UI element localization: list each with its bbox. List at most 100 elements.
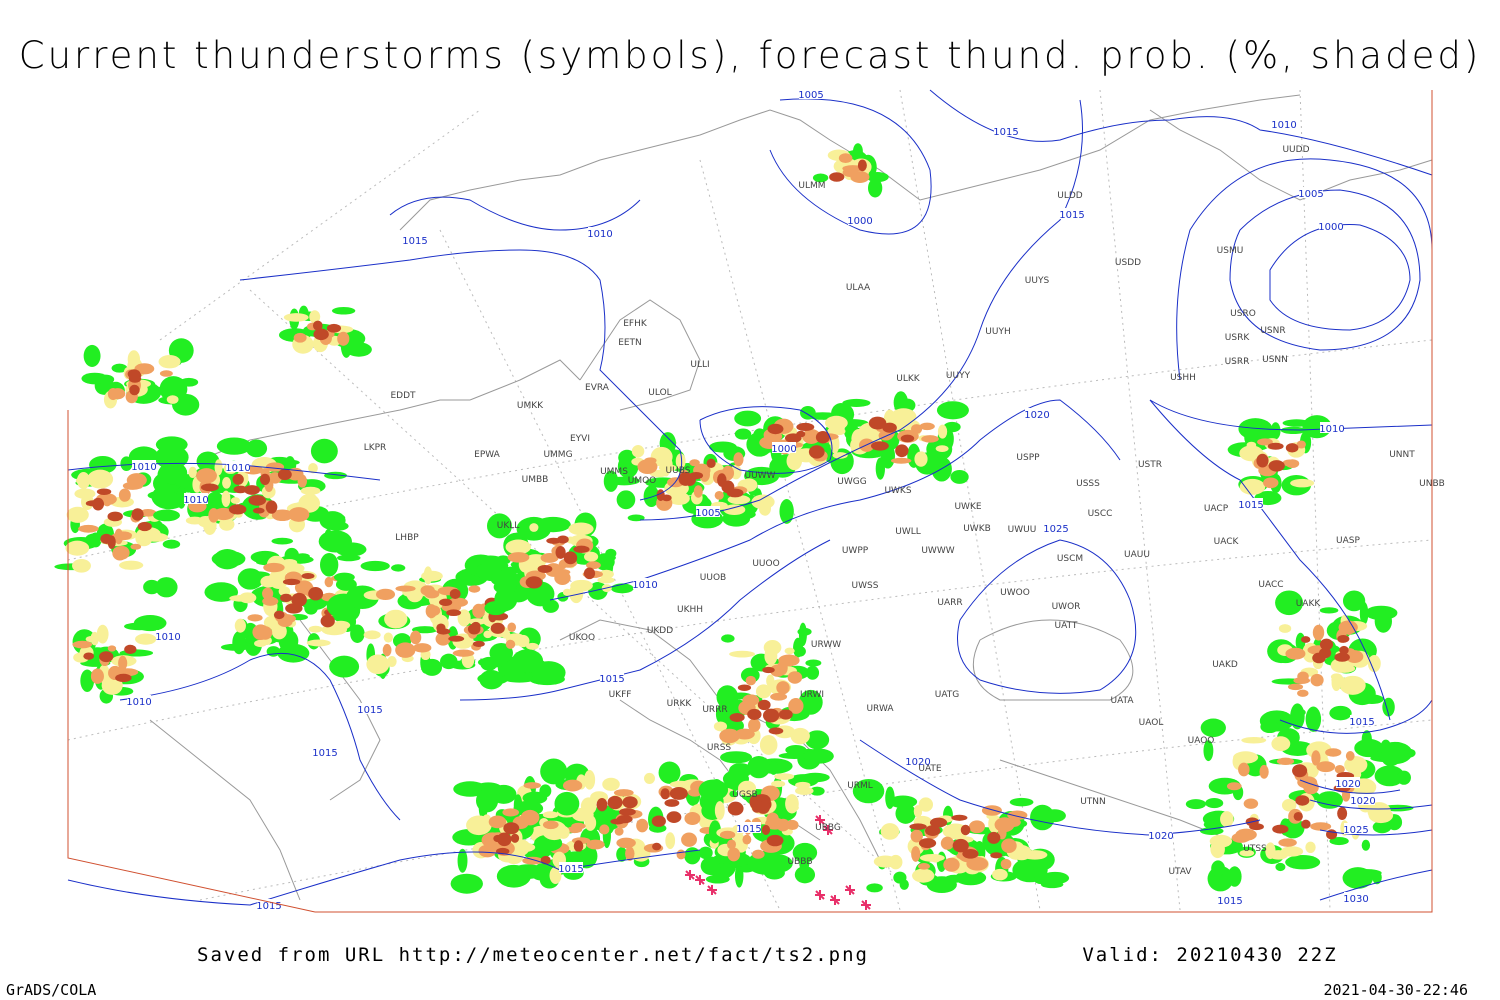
isobar-label: 1015 <box>1349 717 1374 728</box>
shading-cell <box>805 659 822 667</box>
station-label: EDDT <box>390 391 416 401</box>
shading-cell <box>266 646 281 657</box>
shading-cell <box>1000 858 1012 870</box>
shading-cell <box>496 864 531 888</box>
shading-cell <box>1220 811 1234 828</box>
shading-cell <box>1296 440 1306 449</box>
station-label: URKK <box>667 699 693 709</box>
shading-cell <box>477 657 508 668</box>
shading-cell <box>778 709 793 720</box>
station-label: UMBB <box>522 475 549 485</box>
isobar-label-bg <box>1149 829 1173 840</box>
isobar-label-bg <box>994 125 1018 136</box>
storm-symbol <box>685 870 695 880</box>
shading-cell <box>868 416 887 430</box>
station-label: UMKK <box>517 401 544 411</box>
shading-cell <box>1372 820 1392 834</box>
shading-cell <box>1305 841 1316 854</box>
station-label: UACP <box>1204 504 1229 514</box>
shading-cell <box>866 883 883 893</box>
shading-cell <box>734 410 762 427</box>
isobar-label-bg <box>132 460 156 471</box>
shading-cell <box>502 672 537 683</box>
shading-cell <box>1359 694 1384 704</box>
isobar-label-bg <box>1336 777 1360 788</box>
isobar-label: 1010 <box>131 462 156 473</box>
shading-cell <box>196 451 220 472</box>
isobar-label: 1030 <box>1343 894 1368 905</box>
shading-cell <box>477 555 504 566</box>
shading-cell <box>910 829 923 843</box>
shading-cell <box>502 808 520 817</box>
shading-cell <box>252 507 265 514</box>
shading-cell <box>383 632 393 643</box>
shading-cell <box>135 633 157 645</box>
shading-cell <box>294 580 314 596</box>
shading-cell <box>852 778 885 804</box>
isobar-label: 1010 <box>1271 120 1296 131</box>
shading-cell <box>1241 737 1267 744</box>
shading-cell <box>625 846 635 861</box>
shading-cell <box>282 578 301 586</box>
shading-cell <box>614 827 624 836</box>
station-label: UWGG <box>837 477 866 487</box>
station-label: USRK <box>1225 333 1251 343</box>
shading-cell <box>1263 477 1279 489</box>
shading-cell <box>439 598 453 607</box>
shading-cell <box>936 401 969 420</box>
station-label: UKDD <box>647 626 673 636</box>
shading-cell <box>723 504 746 516</box>
station-label: USPP <box>1016 453 1040 463</box>
shading-cell <box>622 796 638 809</box>
shading-cell <box>610 583 634 594</box>
software: GrADS/COLA <box>6 981 96 999</box>
shading-cell <box>153 509 180 522</box>
shading-cell <box>478 844 497 858</box>
station-label: UATA <box>1110 696 1134 706</box>
station-label: UATT <box>1055 621 1078 631</box>
shading-cell <box>329 655 360 678</box>
shading-cell <box>283 313 309 322</box>
shading-cell <box>363 630 381 640</box>
shading-cell <box>507 622 517 633</box>
shading-cell <box>586 839 605 850</box>
shading-cell <box>262 596 279 606</box>
shading-cell <box>1226 782 1242 791</box>
shading-cell <box>706 458 716 469</box>
shading-cell <box>734 863 744 888</box>
shading-cell <box>221 490 231 508</box>
shading-cell <box>1316 761 1336 773</box>
shading-cell <box>313 328 329 341</box>
shading-cell <box>493 834 503 843</box>
shading-cell <box>842 165 864 172</box>
shading-cell <box>786 819 799 831</box>
station-label: URSS <box>707 743 732 753</box>
shading-cell <box>1043 809 1066 823</box>
shading-cell <box>214 459 223 476</box>
shading-cell <box>778 654 800 667</box>
shading-cell <box>1339 675 1366 695</box>
shading-cell <box>913 805 923 818</box>
station-label: UUOO <box>752 559 779 569</box>
shading-cell <box>1310 673 1324 687</box>
shading-cell <box>1257 438 1273 446</box>
shading-cell <box>232 473 244 485</box>
shading-cell <box>288 507 310 522</box>
shading-cell <box>162 539 181 549</box>
shading-cell <box>1278 838 1297 847</box>
shading-cell <box>1339 645 1349 655</box>
shading-cell <box>96 624 109 644</box>
shading-cell <box>812 173 829 183</box>
shading-cell <box>510 833 520 843</box>
shading-cell <box>584 814 597 831</box>
shading-cell <box>549 866 562 885</box>
shading-cell <box>842 398 871 407</box>
shading-cell <box>636 818 649 833</box>
shading-cell <box>684 812 701 826</box>
shading-cell <box>259 473 271 486</box>
shading-cell <box>784 647 795 655</box>
shading-cell <box>540 758 568 785</box>
station-label: UWOO <box>1000 588 1030 598</box>
station-label: EVRA <box>585 383 610 393</box>
shading-cell <box>700 856 722 876</box>
